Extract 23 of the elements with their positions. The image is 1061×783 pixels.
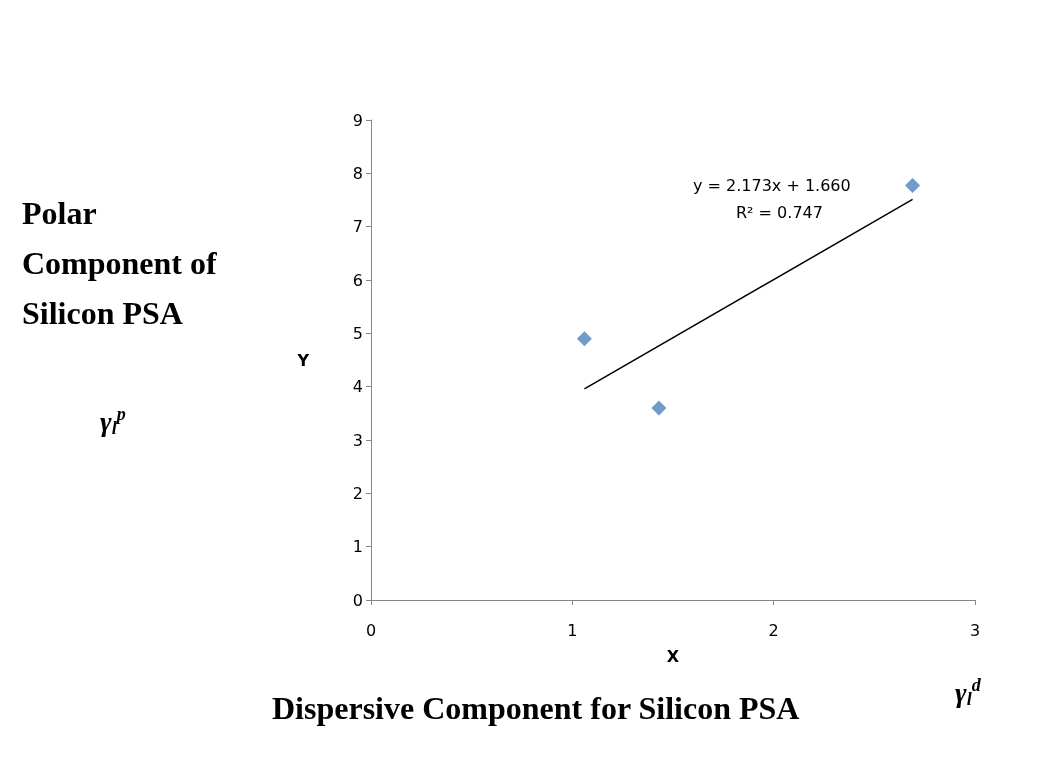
y-tick-label: 1 — [352, 537, 363, 557]
x-tick-label: 3 — [969, 620, 981, 640]
y-tick-label: 8 — [352, 163, 363, 183]
y-axis-title: Y — [296, 350, 310, 370]
y-tick-label: 2 — [352, 483, 363, 503]
point — [576, 331, 592, 347]
y-tick-label: 7 — [352, 217, 363, 237]
y-tick-label: 5 — [352, 323, 363, 343]
y-tick-label: 4 — [352, 377, 363, 397]
point — [905, 178, 921, 194]
annotation: y = 2.173x + 1.660 — [693, 175, 851, 195]
x-tick-label: 1 — [567, 620, 578, 640]
text: Dispersive Component for Silicon PSA — [272, 690, 800, 726]
annotation: R² = 0.747 — [736, 202, 823, 222]
y-tick-label: 9 — [352, 110, 363, 130]
y-tick-label: 0 — [352, 590, 363, 610]
y-tick-label: 6 — [352, 270, 363, 290]
x-axis-title: X — [666, 646, 680, 666]
y-tick-label: 3 — [352, 430, 363, 450]
x-tick-label: 2 — [768, 620, 779, 640]
x-tick-label: 0 — [365, 620, 377, 640]
point — [651, 400, 667, 416]
text: Polar Component of Silicon PSA — [22, 195, 225, 331]
